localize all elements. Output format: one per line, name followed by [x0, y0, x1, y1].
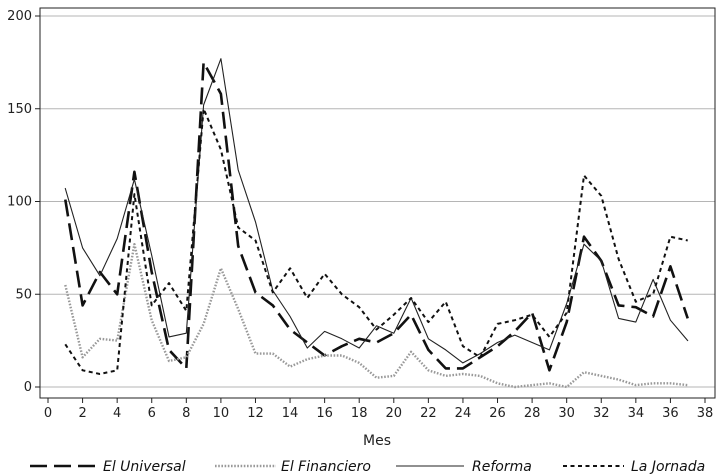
series-line-reforma [64, 58, 689, 364]
x-tick-label: 10 [213, 406, 230, 421]
plot-frame [39, 7, 716, 399]
grid-layer [40, 15, 715, 388]
x-tick-label: 24 [455, 406, 472, 421]
x-tick-label: 30 [558, 406, 575, 421]
y-tick-label: 150 [7, 102, 32, 117]
series-layer [64, 58, 689, 389]
legend-label-el-universal: El Universal [103, 459, 186, 475]
x-axis-title: Mes [363, 433, 391, 449]
x-tick-label: 38 [697, 406, 714, 421]
legend-label-la-jornada: La Jornada [631, 459, 705, 475]
x-tick-label: 36 [662, 406, 679, 421]
x-tick-label: 16 [316, 406, 333, 421]
legend-label-reforma: Reforma [472, 459, 532, 475]
x-tick-label: 8 [182, 406, 190, 421]
y-tick-label: 200 [7, 9, 32, 24]
x-tick-label: 34 [628, 406, 645, 421]
y-tick-label: 0 [24, 380, 32, 395]
x-tick-label: 22 [420, 406, 437, 421]
y-tick-label: 100 [7, 195, 32, 210]
x-tick-label: 14 [282, 406, 299, 421]
x-tick-label: 12 [247, 406, 264, 421]
series-line-el-universal [64, 61, 689, 372]
series-line-el-financiero [64, 242, 688, 389]
y-tick-label: 50 [15, 287, 32, 302]
x-tick-label: 20 [386, 406, 403, 421]
x-tick-label: 2 [78, 406, 86, 421]
x-tick-label: 0 [44, 406, 52, 421]
x-tick-label: 18 [351, 406, 368, 421]
x-tick-label: 28 [524, 406, 541, 421]
x-tick-label: 6 [148, 406, 156, 421]
legend: El Universal El Financiero Reforma La Jorna… [30, 459, 705, 475]
x-tick-label: 26 [489, 406, 506, 421]
x-tick-label: 4 [113, 406, 121, 421]
legend-label-el-financiero: El Financiero [281, 459, 371, 475]
x-tick-label: 32 [593, 406, 610, 421]
series-line-la-jornada [64, 107, 688, 375]
